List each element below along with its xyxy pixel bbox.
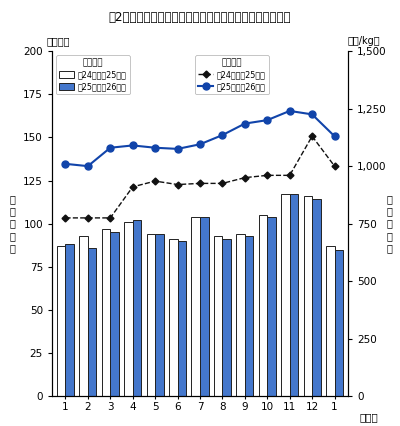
Text: と
畜
頭
数
（: と 畜 頭 数 （ (9, 194, 15, 253)
Bar (334, 250, 343, 396)
Bar (281, 194, 290, 396)
Text: 卸
売
価
格
（: 卸 売 価 格 （ (386, 194, 392, 253)
Bar (267, 217, 276, 396)
Bar (110, 232, 119, 396)
Bar (200, 217, 208, 396)
Bar (124, 222, 133, 396)
Bar (259, 215, 267, 396)
Text: （円/kg）: （円/kg） (348, 36, 381, 46)
Bar (236, 234, 245, 396)
Bar (326, 246, 334, 396)
Bar (102, 229, 110, 396)
Bar (66, 245, 74, 396)
Text: （千頭）: （千頭） (46, 36, 70, 46)
Bar (290, 194, 298, 396)
Bar (304, 196, 312, 396)
Bar (88, 248, 96, 396)
Bar (214, 236, 222, 396)
Bar (79, 236, 88, 396)
Text: 図2　成牛と畜頭数及び卸売価格（省令）の推移（全国）: 図2 成牛と畜頭数及び卸売価格（省令）の推移（全国） (109, 11, 291, 24)
Bar (178, 241, 186, 396)
Bar (169, 239, 178, 396)
Bar (155, 234, 164, 396)
Bar (133, 220, 141, 396)
Text: （月）: （月） (360, 412, 378, 422)
Bar (57, 246, 66, 396)
Bar (245, 236, 253, 396)
Bar (222, 239, 231, 396)
Bar (192, 217, 200, 396)
Bar (147, 234, 155, 396)
Legend: 带24．１～25．１, 带25．１～26．１: 带24．１～25．１, 带25．１～26．１ (195, 55, 269, 94)
Bar (312, 199, 321, 396)
